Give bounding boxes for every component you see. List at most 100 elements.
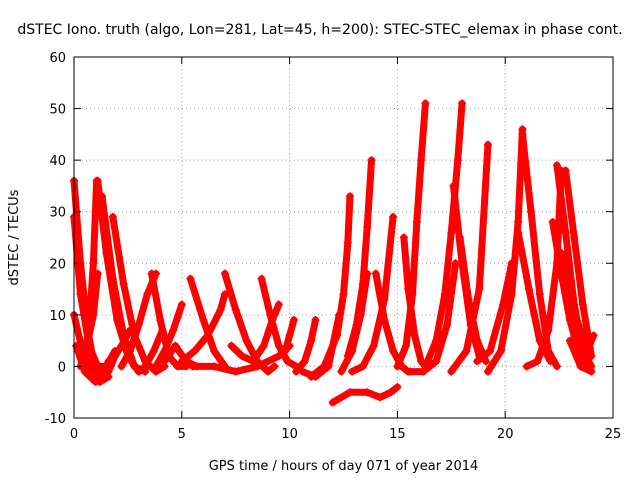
series-30 [371,269,413,376]
data-point [76,290,85,299]
series-line [514,228,554,365]
data-point [160,357,169,366]
data-point [587,367,596,376]
data-point [98,372,107,381]
data-point [238,352,247,361]
data-point [343,238,352,247]
series-38 [473,259,516,366]
data-point [177,357,186,366]
data-point [141,362,150,371]
data-point [257,274,266,283]
data-point [93,362,102,371]
data-point [533,357,542,366]
data-point [210,346,219,355]
data-point [343,352,352,361]
series-29 [328,383,402,407]
x-tick-label: 5 [178,427,186,442]
data-point [376,393,385,402]
data-point [514,228,523,237]
x-tick-label: 10 [281,427,298,442]
data-point [119,279,128,288]
data-point [486,346,495,355]
data-point [408,290,417,299]
data-point [565,316,574,325]
data-point [352,321,361,330]
data-point [421,99,430,108]
data-point [447,367,456,376]
data-point [417,156,426,165]
data-point [389,346,398,355]
data-point [289,316,298,325]
data-point [264,367,273,376]
data-point [527,207,536,216]
data-point [587,352,596,361]
data-point [134,367,143,376]
chart-title: dSTEC Iono. truth (algo, Lon=281, Lat=45… [17,22,622,38]
series-39 [483,125,527,376]
data-point [307,372,316,381]
data-point [412,218,421,227]
data-point [298,367,307,376]
series-41 [514,228,555,366]
data-point [80,357,89,366]
data-point [110,352,119,361]
series-47 [565,336,596,376]
data-point [514,218,523,227]
series-13 [134,326,167,376]
data-point [552,161,561,170]
y-tick-label: 30 [49,206,66,221]
data-point [386,388,395,397]
data-point [227,341,236,350]
data-point [557,248,566,257]
series-line [135,326,166,376]
data-point [358,362,367,371]
data-point [169,326,178,335]
data-point [117,362,126,371]
y-tick-label: 50 [49,103,66,118]
data-point [104,367,113,376]
y-tick-label: 0 [58,360,66,375]
data-point [453,156,462,165]
data-point [363,223,372,232]
series-line [221,270,279,376]
data-point [117,341,126,350]
data-point [432,357,441,366]
y-axis-label: dSTEC / TECUs [7,189,22,285]
data-point [143,290,152,299]
data-point [186,274,195,283]
series-23 [292,316,320,376]
data-point [570,233,579,242]
y-tick-label: 40 [49,154,66,169]
data-point [158,326,167,335]
data-point [565,290,574,299]
data-point [369,341,378,350]
series-34 [421,99,467,371]
series-25 [307,192,354,381]
data-point [348,367,357,376]
data-point [307,336,316,345]
data-point [544,326,553,335]
series-line [307,192,354,381]
data-point [253,362,262,371]
data-point [380,316,389,325]
data-point [358,279,367,288]
data-point [440,290,449,299]
data-point [518,130,527,139]
data-point [464,295,473,304]
data-point [578,300,587,309]
data-point [406,367,415,376]
data-point [483,140,492,149]
data-point [455,233,464,242]
data-point [337,367,346,376]
x-tick-label: 20 [497,427,514,442]
data-point [173,362,182,371]
series-37 [447,140,492,376]
data-point [565,336,574,345]
series-line [152,301,186,370]
data-point [449,181,458,190]
data-point [85,321,94,330]
data-point [473,357,482,366]
data-point [156,316,165,325]
data-point [190,346,199,355]
data-point [210,362,219,371]
